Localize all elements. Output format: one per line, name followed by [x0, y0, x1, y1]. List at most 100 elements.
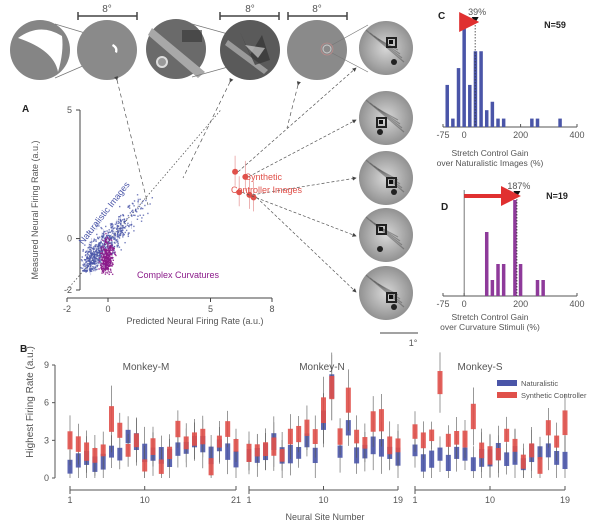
data-point-naturalistic [120, 220, 122, 222]
data-point-naturalistic [102, 244, 105, 246]
data-point-naturalistic [121, 228, 124, 230]
texture-dot [377, 129, 383, 135]
box-synthetic [216, 435, 222, 448]
data-point-naturalistic [104, 247, 106, 249]
data-point-naturalistic [84, 259, 86, 261]
data-point-curvature [101, 245, 104, 248]
data-point-naturalistic [128, 207, 131, 209]
data-point-curvature [98, 261, 101, 263]
data-point-naturalistic [94, 268, 96, 270]
box-synthetic [495, 448, 501, 461]
data-point-naturalistic [110, 224, 112, 227]
box-naturalistic [175, 442, 181, 456]
data-point-naturalistic [123, 218, 126, 220]
data-point-curvature [105, 262, 107, 264]
data-point-naturalistic [129, 224, 131, 226]
data-point-curvature [102, 268, 104, 270]
data-point-naturalistic [89, 258, 91, 260]
y-axis-label: Measured Neural Firing Rate (a.u.) [30, 140, 40, 279]
histogram-bar [530, 118, 534, 127]
data-point-naturalistic [113, 245, 116, 248]
data-point-naturalistic [92, 247, 94, 250]
data-point-naturalistic [96, 233, 98, 236]
zoom-guide-line [191, 23, 229, 35]
box-synthetic [263, 442, 269, 457]
data-point-curvature [98, 268, 100, 270]
data-point-naturalistic [124, 227, 126, 229]
texture-dot [379, 227, 383, 231]
data-point-naturalistic [100, 263, 102, 266]
data-point-naturalistic [100, 256, 102, 259]
data-point-naturalistic [93, 266, 95, 268]
data-point-curvature [106, 263, 108, 266]
data-point-naturalistic [135, 211, 138, 213]
data-point-naturalistic [140, 207, 142, 209]
data-point-curvature [101, 252, 103, 255]
data-point-curvature [102, 269, 105, 271]
data-point-naturalistic [126, 217, 128, 220]
histogram-bar [496, 264, 500, 296]
data-point-naturalistic [89, 231, 91, 233]
histogram-bar [490, 101, 495, 127]
data-point-naturalistic [103, 242, 106, 245]
box-synthetic [337, 428, 343, 445]
data-point-naturalistic [140, 220, 143, 222]
data-point-naturalistic [101, 227, 103, 230]
data-point-naturalistic [116, 228, 118, 230]
data-point-curvature [109, 268, 112, 270]
data-point-curvature [112, 249, 114, 252]
data-point-naturalistic [87, 260, 89, 262]
data-point-curvature [108, 260, 110, 263]
y-tick-label: 5 [67, 105, 72, 115]
data-point-naturalistic [116, 225, 119, 227]
data-point-naturalistic [84, 254, 87, 257]
x-axis-label-line1: Stretch Control Gain [451, 148, 528, 158]
data-point-naturalistic [86, 255, 88, 258]
data-point-naturalistic [97, 259, 99, 262]
data-point-naturalistic [128, 204, 131, 207]
data-point-curvature [115, 254, 117, 257]
data-point-naturalistic [119, 228, 121, 230]
data-point-naturalistic [93, 262, 95, 264]
leader-arrow [248, 119, 357, 178]
data-point-naturalistic [98, 262, 100, 265]
histogram-bar [484, 110, 489, 127]
data-point-curvature [104, 264, 106, 266]
data-point-naturalistic [117, 225, 120, 227]
data-point-naturalistic [91, 268, 93, 271]
group-title: Monkey-M [123, 362, 170, 373]
data-point-naturalistic [82, 264, 84, 266]
data-point-naturalistic [82, 248, 85, 251]
box-naturalistic [437, 447, 443, 461]
data-point-curvature [105, 267, 108, 270]
data-point-naturalistic [97, 261, 99, 264]
data-point-naturalistic [139, 214, 141, 217]
data-point-curvature [106, 259, 108, 261]
box-synthetic [321, 397, 326, 424]
data-point-curvature [109, 242, 111, 245]
data-point-curvature [111, 263, 113, 266]
data-point-naturalistic [98, 259, 100, 262]
y-tick-label: 0 [67, 234, 72, 244]
data-point-curvature [109, 239, 111, 241]
data-point-naturalistic [90, 267, 92, 269]
data-point-naturalistic [85, 254, 87, 256]
box-synthetic [150, 438, 156, 455]
data-point-curvature [102, 265, 104, 267]
histogram-bar [541, 280, 545, 296]
data-point-naturalistic [119, 229, 122, 232]
data-point-synthetic [250, 194, 257, 201]
data-point-naturalistic [118, 229, 120, 232]
n-count: N=19 [546, 191, 568, 201]
data-point-naturalistic [130, 223, 133, 226]
data-point-naturalistic [136, 194, 139, 196]
data-point-naturalistic [80, 259, 83, 261]
panel-label: B [20, 344, 27, 355]
x-axis-label-line1: Stretch Control Gain [451, 312, 528, 322]
data-point-naturalistic [85, 250, 88, 252]
data-point-curvature [104, 273, 107, 275]
data-point-naturalistic [96, 265, 98, 268]
data-point-naturalistic [117, 222, 120, 225]
data-point-naturalistic [112, 237, 115, 239]
box-synthetic [312, 429, 318, 445]
